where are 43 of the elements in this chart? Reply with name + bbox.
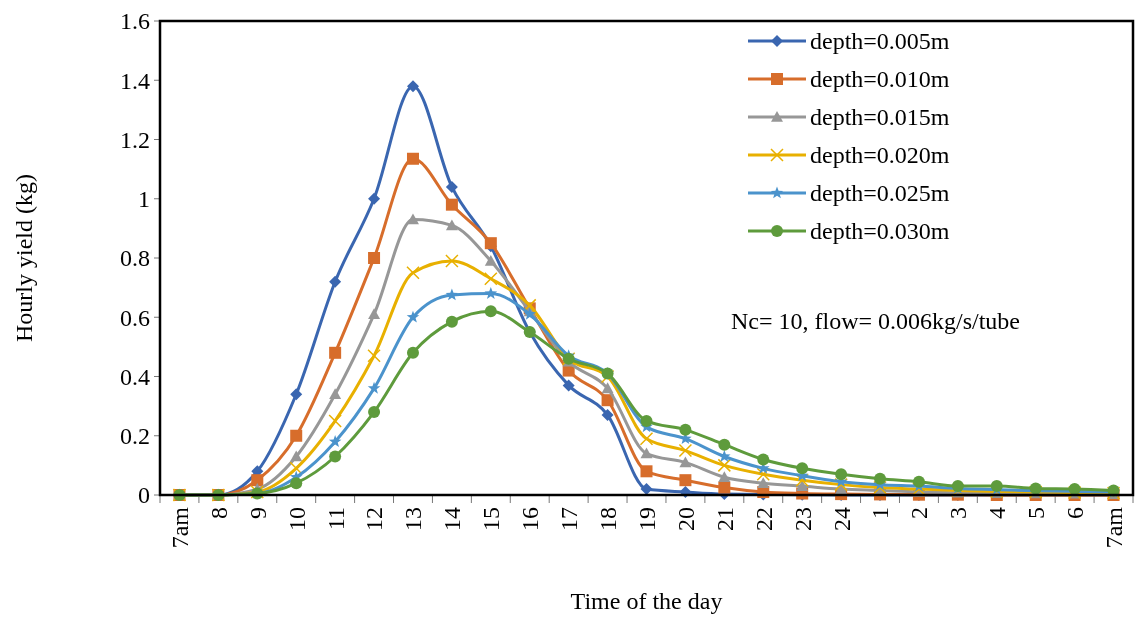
- x-tick-label: 17: [556, 507, 583, 531]
- x-tick-label: 12: [361, 507, 388, 531]
- x-tick-label: 7am: [1100, 506, 1127, 549]
- x-tick-label: 22: [750, 507, 777, 531]
- x-axis-title: Time of the day: [570, 588, 723, 614]
- annotation: Nc= 10, flow= 0.006kg/s/tube: [730, 308, 1020, 335]
- y-tick-label: 1.6: [120, 8, 150, 35]
- x-tick-label: 24: [828, 507, 855, 531]
- y-tick-label: 0: [138, 482, 150, 509]
- y-axis-title: Hourly yield (kg): [11, 174, 37, 342]
- y-tick-label: 1: [138, 186, 150, 213]
- y-tick-label: 0.4: [120, 363, 150, 390]
- x-tick-label: 14: [439, 507, 466, 531]
- x-tick-label: 3: [945, 507, 972, 519]
- x-tick-label: 1: [867, 507, 894, 519]
- y-tick-label: 1.4: [120, 67, 150, 94]
- y-tick-label: 0.6: [120, 304, 150, 331]
- x-tick-label: 8: [205, 507, 232, 519]
- legend-label: depth=0.025m: [810, 180, 950, 207]
- x-tick-label: 6: [1062, 507, 1089, 519]
- x-tick-label: 10: [283, 507, 310, 531]
- legend-label: depth=0.020m: [810, 142, 950, 169]
- x-tick-label: 16: [517, 507, 544, 531]
- y-tick-label: 0.8: [120, 245, 150, 272]
- x-tick-label: 21: [711, 507, 738, 531]
- x-tick-label: 4: [984, 507, 1011, 519]
- x-tick-label: 7am: [166, 506, 193, 549]
- x-tick-label: 15: [478, 507, 505, 531]
- x-tick-label: 5: [1023, 507, 1050, 519]
- x-tick-label: 20: [672, 507, 699, 531]
- y-tick-label: 1.2: [120, 126, 150, 153]
- x-tick-label: 2: [906, 507, 933, 519]
- y-tick-label: 0.2: [120, 423, 150, 450]
- legend-label: depth=0.030m: [810, 218, 950, 245]
- x-tick-label: 11: [322, 507, 349, 531]
- x-tick-label: 9: [244, 507, 271, 519]
- x-tick-label: 18: [594, 507, 621, 531]
- x-tick-label: 19: [633, 507, 660, 531]
- x-tick-label: 23: [789, 507, 816, 531]
- x-tick-label: 13: [400, 507, 427, 531]
- legend-label: depth=0.010m: [810, 66, 950, 93]
- legend-label: depth=0.015m: [810, 104, 950, 131]
- legend-label: depth=0.005m: [810, 28, 950, 55]
